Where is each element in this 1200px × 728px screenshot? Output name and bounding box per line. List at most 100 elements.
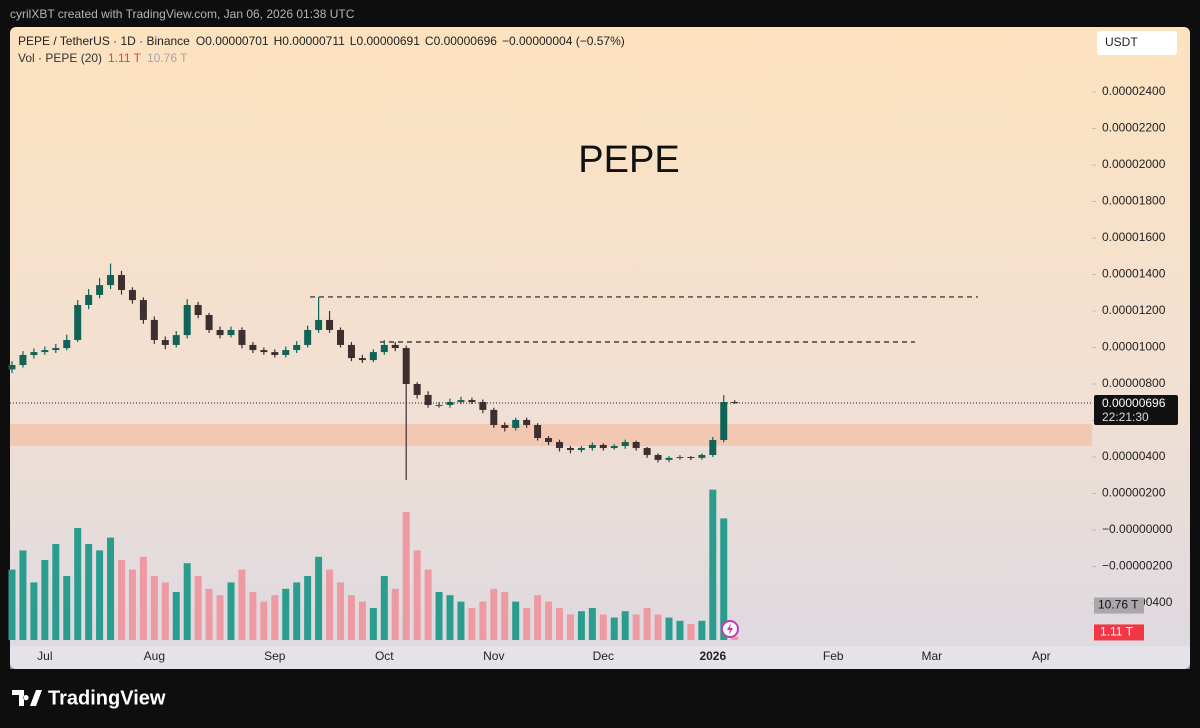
candle-body [282, 350, 290, 355]
volume-bar [304, 576, 312, 640]
volume-bar [150, 576, 158, 640]
candle-body [687, 456, 695, 458]
volume-bar [402, 512, 410, 640]
ohlc-value: 0.00000701 [205, 34, 269, 48]
candle-body [74, 304, 82, 341]
volume-bar [457, 601, 465, 640]
candle-body [249, 344, 257, 351]
event-bolt [727, 623, 733, 635]
volume-ma-badge [1094, 597, 1144, 614]
candle-body [545, 438, 553, 443]
candle-body [238, 329, 246, 345]
y-tick-label: −0.00000200 [1102, 559, 1173, 573]
volume-bar [479, 601, 487, 640]
volume-bar [632, 614, 640, 640]
volume-bar [599, 614, 607, 640]
chart-title: PEPE [578, 139, 679, 181]
volume-bar [183, 563, 191, 640]
volume-bar [610, 617, 618, 640]
candle-body [41, 350, 49, 353]
currency-button[interactable] [1097, 31, 1177, 55]
volume-bar [52, 544, 60, 640]
volume-bar [676, 620, 684, 640]
candle-body [424, 394, 432, 405]
candle-body [63, 340, 71, 349]
candle-body [534, 425, 542, 439]
logo-icon [12, 690, 42, 706]
candle-body [479, 402, 487, 410]
candle-body [490, 409, 498, 426]
candle-body [194, 304, 202, 316]
x-tick-label: Sep [264, 649, 286, 663]
candle-body [150, 319, 158, 341]
volume-bar [545, 601, 553, 640]
candle-body [720, 402, 728, 441]
candle-body [468, 400, 476, 403]
change: −0.00000004 (−0.57%) [502, 34, 625, 48]
chart-panel [10, 27, 1190, 669]
candle-body [337, 329, 344, 345]
volume-bar [260, 601, 268, 640]
volume-bar [380, 576, 388, 640]
candle-body [523, 419, 531, 426]
brand: TradingView [48, 687, 166, 709]
candle-body [643, 448, 651, 455]
volume-bar [249, 592, 257, 640]
candle-body [205, 315, 213, 330]
time-axis [10, 646, 1190, 669]
y-tick-label: 0.00001000 [1102, 340, 1166, 354]
volume-bar [621, 611, 629, 640]
volume-bar [588, 608, 596, 640]
volume-bar [96, 550, 104, 640]
x-tick-label: Mar [921, 649, 942, 663]
volume-last: 1.11 T [108, 51, 142, 65]
candle-body [139, 300, 147, 320]
x-tick-label: Dec [593, 649, 614, 663]
volume-bar [205, 588, 213, 640]
volume-bar [118, 560, 125, 640]
candle-body [380, 344, 388, 353]
last-price: 0.00000696 [1102, 396, 1166, 410]
volume-label: Vol · PEPE (20) [18, 51, 102, 65]
volume-bar [446, 595, 454, 640]
candle-body [402, 348, 410, 384]
volume-bar [369, 608, 377, 640]
y-tick-label: 0.00001200 [1102, 303, 1166, 317]
volume-bar [556, 608, 563, 640]
candle-body [128, 290, 136, 301]
volume-bar [8, 569, 16, 640]
volume-bar [271, 595, 279, 640]
x-tick-label: Apr [1032, 649, 1051, 663]
candle-body [588, 444, 596, 449]
volume-bar [63, 576, 71, 640]
y-tick-label: 0.00001800 [1102, 194, 1166, 208]
legend-line: PEPE / TetherUS · 1D · Binance O0.0000070… [18, 34, 625, 48]
volume-bar [337, 582, 344, 640]
candle-body [326, 319, 334, 330]
volume-last-value: 1.11 T [1100, 625, 1134, 639]
candle-body [260, 350, 268, 353]
symbol: PEPE / TetherUS · 1D · Binance [18, 34, 190, 48]
candle-body [391, 344, 399, 349]
volume-bar [687, 624, 695, 640]
x-tick-label: Jul [37, 649, 52, 663]
volume-bar [534, 595, 542, 640]
volume-bar [698, 620, 706, 640]
y-tick-label: 0.00000400 [1102, 449, 1166, 463]
volume-bar [41, 560, 49, 640]
candle-body [566, 448, 574, 451]
x-tick-label: Aug [144, 649, 165, 663]
candle-body [172, 335, 180, 345]
volume-bar [413, 550, 421, 640]
volume-bar [424, 569, 432, 640]
countdown: 22:21:30 [1102, 410, 1149, 424]
candle-body [96, 285, 104, 295]
volume-bar [128, 569, 136, 640]
volume-bar [490, 588, 498, 640]
candle-body [347, 344, 355, 359]
y-tick-label: 0.00002200 [1102, 121, 1166, 135]
y-tick-label: 0.00000200 [1102, 486, 1166, 500]
candle-body [52, 348, 60, 351]
currency[interactable]: USDT [1105, 35, 1138, 49]
